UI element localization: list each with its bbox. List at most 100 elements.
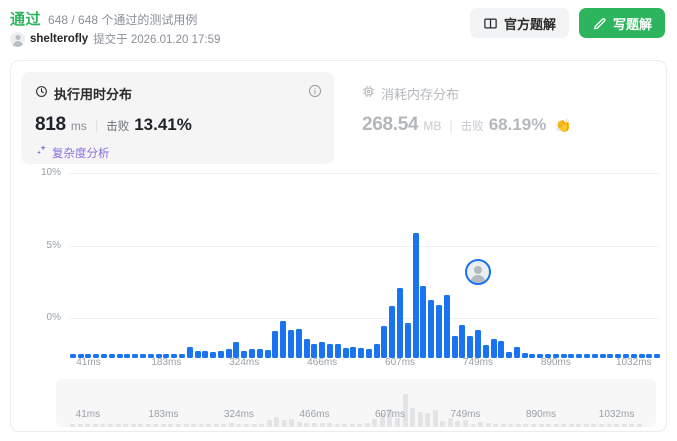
book-icon <box>483 16 498 31</box>
histogram-bar[interactable] <box>537 353 544 358</box>
histogram-bar[interactable] <box>552 353 559 358</box>
histogram-bar[interactable] <box>241 351 248 358</box>
histogram-bar[interactable] <box>342 347 349 358</box>
histogram-bar[interactable] <box>116 353 123 358</box>
histogram-bar[interactable] <box>381 326 388 358</box>
histogram-bar[interactable] <box>264 350 271 358</box>
histogram-bar[interactable] <box>568 353 575 358</box>
histogram-bar[interactable] <box>124 353 131 358</box>
user-position-marker[interactable] <box>464 258 491 285</box>
histogram-bar[interactable] <box>545 353 552 358</box>
histogram-bar[interactable] <box>443 294 450 358</box>
histogram-bar[interactable] <box>498 341 505 358</box>
histogram-bar[interactable] <box>225 349 232 358</box>
histogram-bar[interactable] <box>467 336 474 358</box>
range-brush[interactable] <box>56 379 656 427</box>
avatar[interactable] <box>10 31 25 47</box>
stat-tab-memory[interactable]: 消耗内存分布 268.54 MB | 击败 68.19% 👏 <box>348 72 661 164</box>
histogram-bar[interactable] <box>101 354 108 358</box>
y-axis-tick: 10% <box>40 167 61 178</box>
brush-bar <box>311 422 317 427</box>
histogram-bar[interactable] <box>326 344 333 358</box>
histogram-bar[interactable] <box>622 354 629 358</box>
brush-bar <box>508 424 514 427</box>
histogram-bar[interactable] <box>576 353 583 358</box>
brush-bar <box>372 418 378 427</box>
histogram-bar[interactable] <box>256 348 263 358</box>
histogram-bar[interactable] <box>397 287 404 358</box>
histogram-bar[interactable] <box>646 353 653 358</box>
histogram-bar[interactable] <box>132 353 139 358</box>
histogram-bar[interactable] <box>303 339 310 358</box>
histogram-bar[interactable] <box>428 300 435 358</box>
histogram-bar[interactable] <box>599 353 606 358</box>
histogram-bar[interactable] <box>630 353 637 358</box>
histogram-bar[interactable] <box>412 233 419 358</box>
histogram-bar[interactable] <box>288 330 294 358</box>
histogram-bar[interactable] <box>420 286 427 358</box>
histogram-bar[interactable] <box>171 354 178 358</box>
histogram-bar[interactable] <box>350 347 357 358</box>
histogram-bar[interactable] <box>365 348 372 358</box>
brush-bar <box>621 424 627 427</box>
histogram-bar[interactable] <box>638 353 645 358</box>
histogram-bar[interactable] <box>140 353 146 358</box>
brush-bar <box>123 424 129 427</box>
brush-bar <box>77 424 83 427</box>
histogram-bar[interactable] <box>249 349 256 358</box>
histogram-bar[interactable] <box>404 323 411 358</box>
histogram-bar[interactable] <box>202 351 209 358</box>
histogram-bar[interactable] <box>358 347 365 358</box>
histogram-bar[interactable] <box>584 353 590 358</box>
brush-axis-tick: 183ms <box>148 409 179 420</box>
histogram-bar[interactable] <box>272 331 279 358</box>
histogram-bar[interactable] <box>186 347 193 358</box>
histogram-bar[interactable] <box>373 344 380 358</box>
histogram-bar[interactable] <box>147 353 154 358</box>
histogram-bar[interactable] <box>319 342 326 358</box>
histogram-bars[interactable] <box>69 213 661 358</box>
histogram-bar[interactable] <box>654 353 661 358</box>
histogram-bar[interactable] <box>560 353 567 358</box>
histogram-bar[interactable] <box>451 335 458 358</box>
histogram-bar[interactable] <box>459 325 466 358</box>
histogram-bar[interactable] <box>163 353 170 358</box>
histogram-bar[interactable] <box>607 353 614 358</box>
histogram-bar[interactable] <box>210 352 217 358</box>
histogram-bar[interactable] <box>490 339 497 358</box>
brush-bar <box>432 410 438 427</box>
write-solution-button[interactable]: 写题解 <box>578 8 665 38</box>
histogram-bar[interactable] <box>69 354 76 358</box>
histogram-bar[interactable] <box>194 350 201 358</box>
stat-tabs: 执行用时分布 818 ms | 击败 13.41% <box>21 72 661 164</box>
official-solution-button[interactable]: 官方题解 <box>469 8 569 38</box>
stat-tab-runtime[interactable]: 执行用时分布 818 ms | 击败 13.41% <box>21 72 334 164</box>
histogram-bar[interactable] <box>482 344 489 358</box>
histogram-bar[interactable] <box>178 353 185 358</box>
histogram-bar[interactable] <box>85 353 92 358</box>
histogram-bar[interactable] <box>334 344 341 358</box>
histogram-bar[interactable] <box>436 305 442 358</box>
histogram-bar[interactable] <box>529 353 536 358</box>
histogram-bar[interactable] <box>217 351 224 358</box>
histogram-bar[interactable] <box>155 353 162 358</box>
complexity-analysis-link[interactable]: 复杂度分析 <box>35 144 320 162</box>
histogram-bar[interactable] <box>280 321 287 358</box>
histogram-bar[interactable] <box>233 342 240 358</box>
histogram-bar[interactable] <box>311 344 318 358</box>
histogram-bar[interactable] <box>108 353 115 358</box>
histogram-bar[interactable] <box>506 352 513 358</box>
histogram-bar[interactable] <box>93 353 100 358</box>
histogram-bar[interactable] <box>615 353 622 358</box>
brush-bar <box>213 424 219 427</box>
histogram-bar[interactable] <box>389 305 396 358</box>
user-name[interactable]: shelterofly <box>30 33 89 45</box>
histogram-bar[interactable] <box>474 329 481 358</box>
info-icon[interactable] <box>308 84 322 103</box>
histogram-bar[interactable] <box>77 353 84 358</box>
histogram-bar[interactable] <box>513 347 520 358</box>
histogram-bar[interactable] <box>521 352 528 358</box>
histogram-bar[interactable] <box>295 329 302 358</box>
histogram-bar[interactable] <box>591 353 598 358</box>
brush-bar <box>228 422 234 427</box>
